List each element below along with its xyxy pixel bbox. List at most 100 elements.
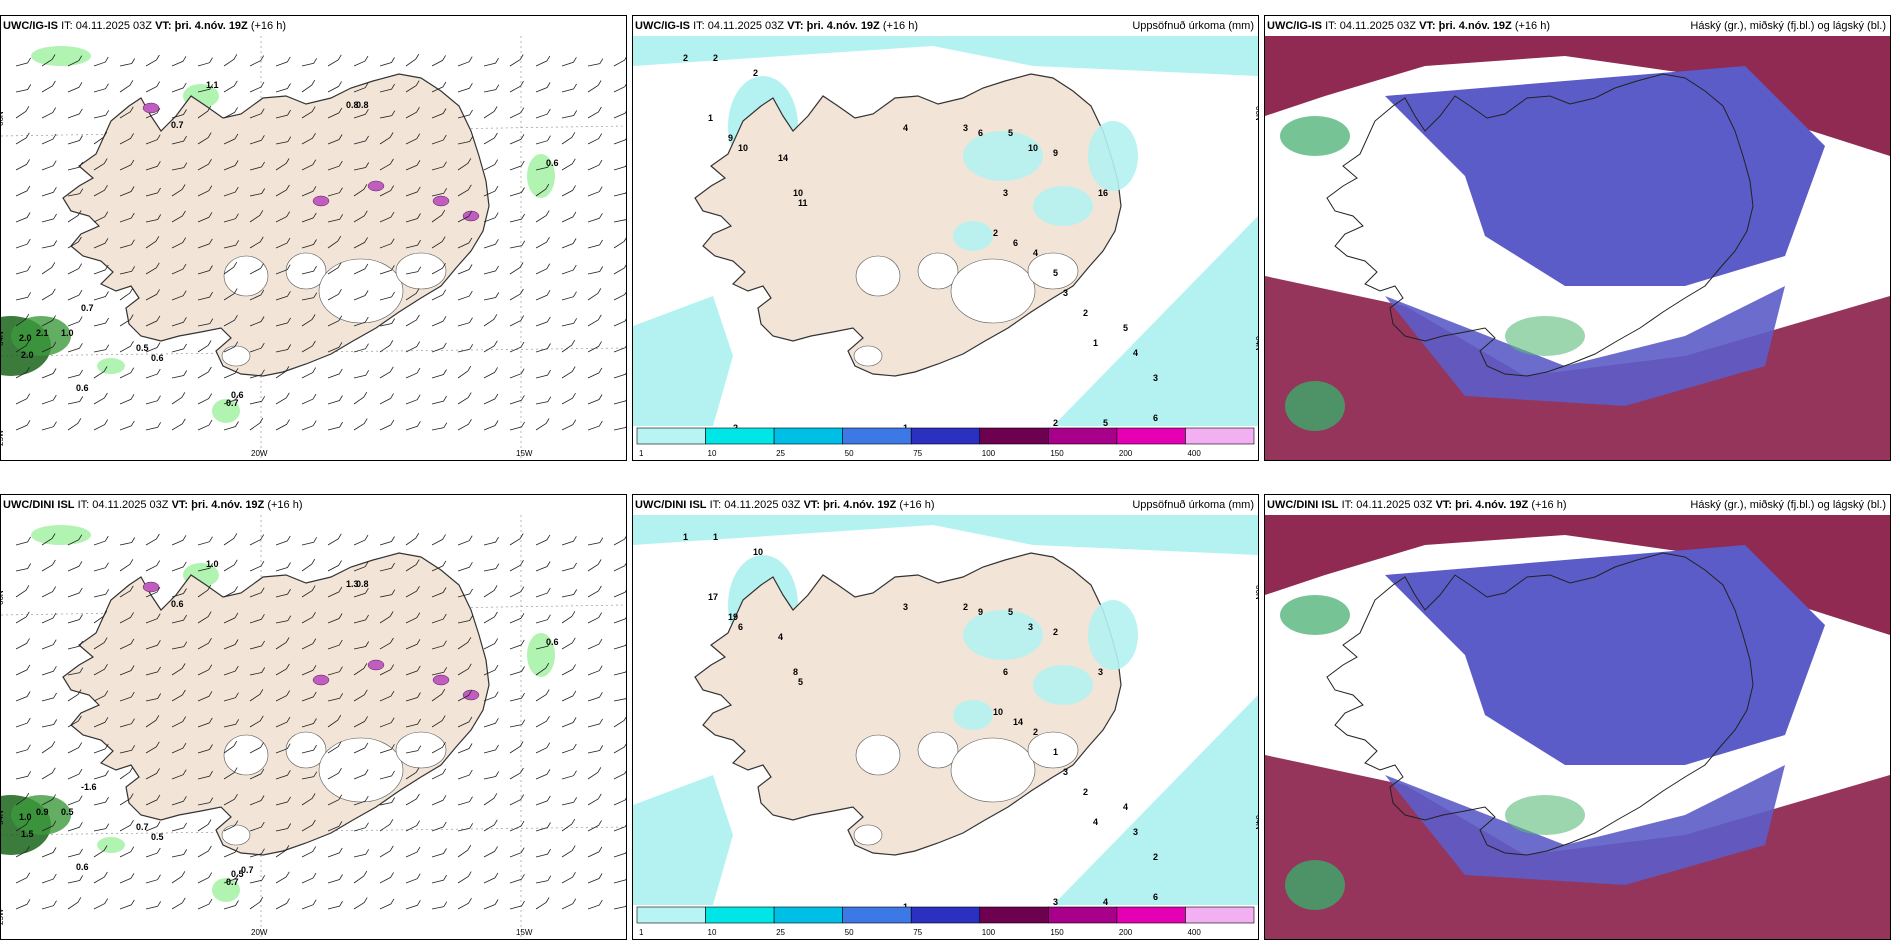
wind-barb: [509, 107, 525, 119]
wind-barb: [431, 768, 447, 780]
wind-barb: [223, 394, 239, 405]
glacier: [318, 258, 404, 324]
wind-barb: [613, 372, 626, 379]
precip-title: Uppsöfnuð úrkoma (mm): [1132, 20, 1254, 32]
wind-barb: [431, 316, 447, 327]
it-label: IT:: [709, 499, 722, 511]
wind-barb: [301, 58, 318, 67]
wind-barb: [483, 57, 499, 67]
wind-barb: [509, 288, 524, 301]
wind-barb: [275, 898, 290, 910]
wind-barb: [93, 717, 109, 728]
wind-barb: [67, 210, 82, 223]
wind-barb: [223, 261, 238, 275]
precip-value: 1.0: [206, 559, 219, 569]
wind-barb: [67, 236, 82, 249]
wind-barb: [93, 211, 109, 223]
wind-barb: [93, 898, 109, 910]
precip-value: 3: [1063, 288, 1068, 298]
wind-barb: [145, 901, 162, 910]
wind-barb: [457, 290, 473, 301]
grid-label: 66N: [1, 111, 5, 126]
wind-barb: [197, 57, 213, 67]
wind-barb: [249, 161, 265, 171]
wind-barb: [67, 263, 83, 275]
precip-value: 4: [1033, 248, 1038, 258]
wind-barb: [223, 665, 239, 676]
wind-barb: [275, 366, 290, 379]
wind-barb: [249, 640, 265, 650]
wind-barb: [171, 849, 188, 858]
wind-barb: [613, 616, 626, 624]
wind-barb: [613, 264, 626, 275]
vt-label: VT:: [155, 20, 172, 32]
wind-barb: [171, 641, 188, 650]
wind-barb: [535, 875, 552, 884]
precip-value: 2: [1083, 308, 1088, 318]
wind-barb: [249, 369, 265, 379]
wind-barb: [249, 188, 266, 197]
wind-barb: [327, 794, 343, 806]
vt-label: VT:: [171, 499, 189, 511]
latitude-line: [1, 604, 626, 616]
wind-barb: [457, 743, 473, 754]
panel-header: UWC/DINI ISL IT: 04.11.2025 03Z VT: þri.…: [1, 495, 626, 515]
precip-patch: [527, 154, 555, 198]
wind-barb: [41, 741, 56, 754]
glacier: [221, 824, 251, 846]
wind-barb: [509, 315, 525, 327]
wind-barb: [379, 770, 395, 780]
colorbar-label: 200: [1119, 928, 1133, 937]
wind-barb: [431, 613, 447, 624]
grid-label: 66N: [1254, 106, 1258, 121]
wind-barb: [171, 796, 187, 806]
wind-barb: [509, 533, 524, 546]
wind-barb: [249, 821, 265, 832]
wind-barb: [483, 314, 498, 327]
wind-barb: [535, 614, 551, 624]
precip-area: [633, 515, 1258, 555]
wind-barb: [223, 160, 239, 171]
wind-barb: [301, 691, 317, 702]
wind-barb: [405, 314, 420, 327]
wind-barb: [613, 643, 626, 650]
wind-barb: [41, 794, 56, 806]
wind-barb: [353, 316, 369, 327]
wind-barb: [483, 239, 499, 249]
wind-barb: [561, 690, 577, 702]
wind-barb: [275, 392, 290, 405]
wind-barb: [275, 56, 291, 67]
wind-barb: [535, 135, 551, 145]
precip-value: 2: [683, 53, 688, 63]
wind-barb: [561, 845, 576, 858]
wind-barb: [405, 160, 421, 171]
offset: (+16 h): [882, 20, 919, 32]
wind-barb: [535, 263, 551, 275]
wind-barb: [145, 107, 161, 119]
mid-cloud: [1385, 286, 1785, 406]
wind-barb: [431, 188, 448, 197]
wind-barb: [249, 848, 265, 858]
wind-barb: [431, 108, 447, 119]
wind-barb: [535, 236, 550, 249]
wind-barb: [223, 719, 240, 728]
glacier: [395, 252, 447, 290]
wind-barb: [379, 845, 394, 858]
wind-barb: [379, 819, 394, 832]
precip-value: 8: [793, 667, 798, 677]
wind-barb: [275, 291, 291, 301]
wind-barb: [379, 185, 395, 197]
wind-barb: [41, 394, 57, 405]
wind-barb: [613, 399, 626, 405]
wind-barb: [535, 108, 551, 119]
wind-barb: [15, 265, 31, 275]
wind-barb: [223, 612, 239, 624]
precip-value: 2.0: [21, 350, 34, 360]
wind-barb: [535, 210, 550, 223]
precip-value: 2: [1053, 627, 1058, 637]
snow-patch: [432, 674, 450, 686]
wind-barb: [431, 795, 447, 806]
wind-barb: [379, 562, 395, 572]
precip-value: 4: [1133, 348, 1138, 358]
wind-barb: [353, 769, 369, 780]
